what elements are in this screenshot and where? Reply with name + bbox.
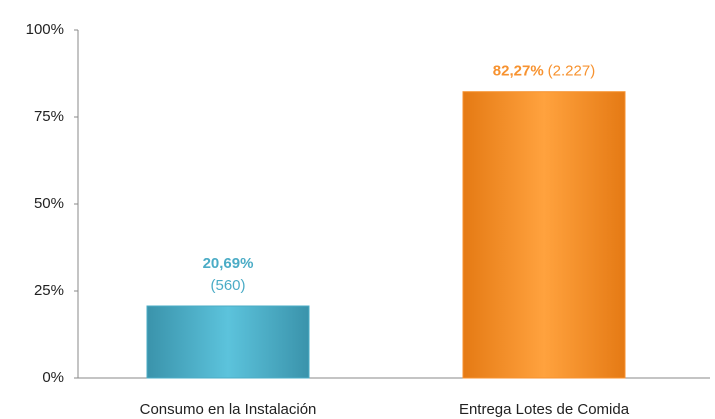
bar [462, 91, 626, 379]
x-tick-label: Consumo en la Instalación [140, 401, 317, 418]
x-tick-label: Entrega Lotes de Comida [459, 401, 630, 418]
value-label-group: 82,27% (2.227) [493, 63, 595, 80]
count-label: (560) [210, 277, 245, 294]
value-label: 20,69% [203, 255, 254, 272]
count-label: (2.227) [548, 63, 596, 80]
y-tick-label: 0% [42, 369, 64, 386]
bar [146, 305, 310, 379]
y-tick-label: 25% [34, 282, 64, 299]
y-tick-label: 50% [34, 195, 64, 212]
value-label: 82,27% [493, 63, 544, 80]
y-tick-label: 100% [26, 21, 64, 38]
y-tick-label: 75% [34, 108, 64, 125]
